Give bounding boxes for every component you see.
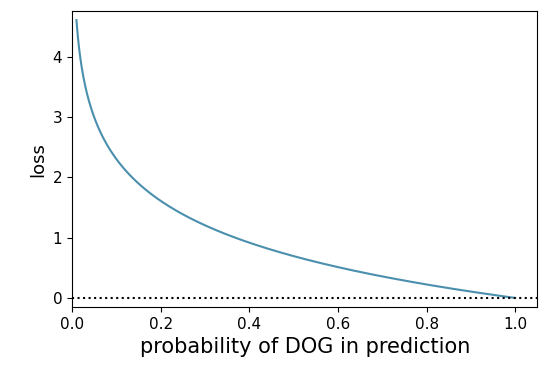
Y-axis label: loss: loss <box>29 142 47 177</box>
X-axis label: probability of DOG in prediction: probability of DOG in prediction <box>140 337 470 357</box>
